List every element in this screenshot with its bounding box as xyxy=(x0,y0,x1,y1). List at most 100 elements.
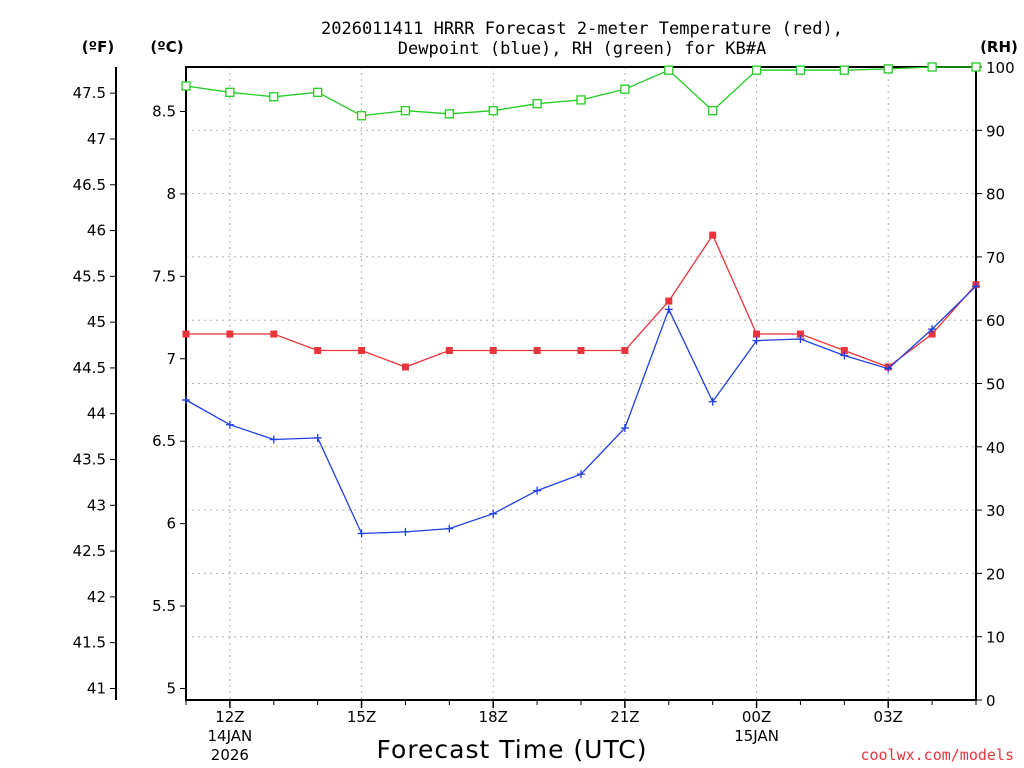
dewpoint-point xyxy=(620,424,629,433)
dewpoint-point xyxy=(489,509,498,518)
rh-line xyxy=(185,66,976,117)
temperature-point xyxy=(665,297,673,305)
fahrenheit-tick-label: 42 xyxy=(87,588,106,606)
chart-title-line2: Dewpoint (blue), RH (green) for KB#A xyxy=(398,39,766,59)
temperature-point xyxy=(445,347,453,355)
rh-point xyxy=(839,65,849,75)
rh-tick-label: 10 xyxy=(986,629,1005,647)
rh-tick-label: 20 xyxy=(986,565,1005,583)
fahrenheit-tick-label: 46 xyxy=(87,222,106,240)
temperature-point xyxy=(489,347,497,355)
temperature-point xyxy=(226,330,234,338)
x-tick-label: 12Z xyxy=(215,708,244,726)
dewpoint-point xyxy=(357,529,366,538)
fahrenheit-tick-label: 44 xyxy=(87,405,106,423)
temperature-point xyxy=(314,347,322,355)
dewpoint-point xyxy=(928,325,937,334)
dewpoint-point xyxy=(664,305,673,314)
rh-point xyxy=(488,106,498,116)
dewpoint-point xyxy=(708,397,717,406)
temperature-point xyxy=(621,347,629,355)
site-credit: coolwx.com/models xyxy=(860,746,1014,764)
fahrenheit-tick-label: 45.5 xyxy=(73,267,106,285)
dewpoint-point xyxy=(577,470,585,479)
plot-frame xyxy=(185,66,977,701)
rh-point xyxy=(444,109,454,119)
rh-tick-label: 30 xyxy=(986,502,1005,520)
x-tick-label: 18Z xyxy=(479,708,508,726)
fahrenheit-unit-label: (ºF) xyxy=(82,38,114,56)
rh-point xyxy=(795,65,806,75)
dewpoint-point xyxy=(313,433,322,442)
celsius-tick-label: 8 xyxy=(166,185,176,203)
temperature-point xyxy=(182,330,190,338)
grid-lines xyxy=(186,67,976,700)
rh-tick-label: 80 xyxy=(986,186,1005,204)
fahrenheit-tick-label: 44.5 xyxy=(73,359,106,377)
tick-labels: 41 41.5 42 42.5 43 43.5 44 44.5 45 45.5 46 46.5 47 47… xyxy=(73,59,1015,764)
dewpoint-point xyxy=(445,524,454,533)
rh-point xyxy=(620,84,630,94)
rh-point xyxy=(313,87,323,97)
dewpoint-point xyxy=(401,527,410,536)
rh-tick-label: 50 xyxy=(986,376,1005,394)
rh-point xyxy=(400,106,411,116)
temperature-point xyxy=(577,347,585,355)
celsius-tick-label: 5.5 xyxy=(152,597,176,615)
x-tick-label: 03Z xyxy=(874,708,903,726)
temperature-point xyxy=(796,330,804,338)
rh-point xyxy=(664,65,674,75)
dewpoint-point xyxy=(840,351,849,360)
rh-point xyxy=(708,106,718,116)
rh-point xyxy=(971,62,981,72)
dewpoint-point xyxy=(796,334,805,343)
dewpoint-point xyxy=(269,435,278,444)
temperature-point xyxy=(401,363,409,371)
fahrenheit-tick-label: 41.5 xyxy=(73,634,106,652)
celsius-tick-label: 7.5 xyxy=(152,267,176,285)
fahrenheit-tick-label: 42.5 xyxy=(73,542,106,560)
temperature-point xyxy=(533,347,541,355)
chart-title-line1: 2026011411 HRRR Forecast 2-meter Tempera… xyxy=(321,19,843,39)
rh-unit-label: (RH) xyxy=(980,38,1018,56)
x-tick-date-label: 14JAN xyxy=(208,727,253,745)
rh-point xyxy=(927,62,937,72)
celsius-tick-label: 8.5 xyxy=(152,103,176,121)
rh-point xyxy=(751,65,762,75)
dewpoint-point xyxy=(752,336,761,345)
rh-point xyxy=(269,92,279,102)
rh-point xyxy=(532,99,542,109)
celsius-tick-label: 7 xyxy=(166,350,176,368)
x-tick-year-label: 2026 xyxy=(211,746,249,764)
celsius-tick-label: 6 xyxy=(166,515,176,533)
data-series xyxy=(181,62,981,538)
temperature-point xyxy=(358,347,366,355)
dewpoint-point xyxy=(972,282,980,291)
celsius-tick-label: 5 xyxy=(166,679,176,697)
fahrenheit-tick-label: 45 xyxy=(87,313,106,331)
x-tick-label: 15Z xyxy=(347,708,376,726)
temperature-point xyxy=(270,330,278,338)
temperature-point xyxy=(840,347,848,355)
dewpoint-point xyxy=(533,486,542,495)
fahrenheit-tick-label: 43 xyxy=(87,496,106,514)
rh-tick-label: 40 xyxy=(986,439,1005,457)
dewpoint-point xyxy=(225,420,234,429)
rh-point xyxy=(883,64,893,74)
rh-point xyxy=(576,95,586,105)
fahrenheit-tick-label: 47 xyxy=(87,130,106,148)
rh-point xyxy=(225,87,235,97)
fahrenheit-tick-label: 47.5 xyxy=(73,84,106,102)
fahrenheit-tick-label: 41 xyxy=(87,679,106,697)
celsius-tick-label: 6.5 xyxy=(152,432,176,450)
rh-point xyxy=(181,81,191,91)
x-tick-date-label: 15JAN xyxy=(734,727,779,745)
x-axis-label: Forecast Time (UTC) xyxy=(377,735,648,764)
rh-tick-label: 90 xyxy=(986,122,1005,140)
dewpoint-point xyxy=(884,364,893,373)
fahrenheit-tick-label: 46.5 xyxy=(73,176,106,194)
rh-tick-label: 60 xyxy=(986,312,1005,330)
rh-tick-label: 0 xyxy=(986,692,996,710)
fahrenheit-tick-label: 43.5 xyxy=(73,451,106,469)
